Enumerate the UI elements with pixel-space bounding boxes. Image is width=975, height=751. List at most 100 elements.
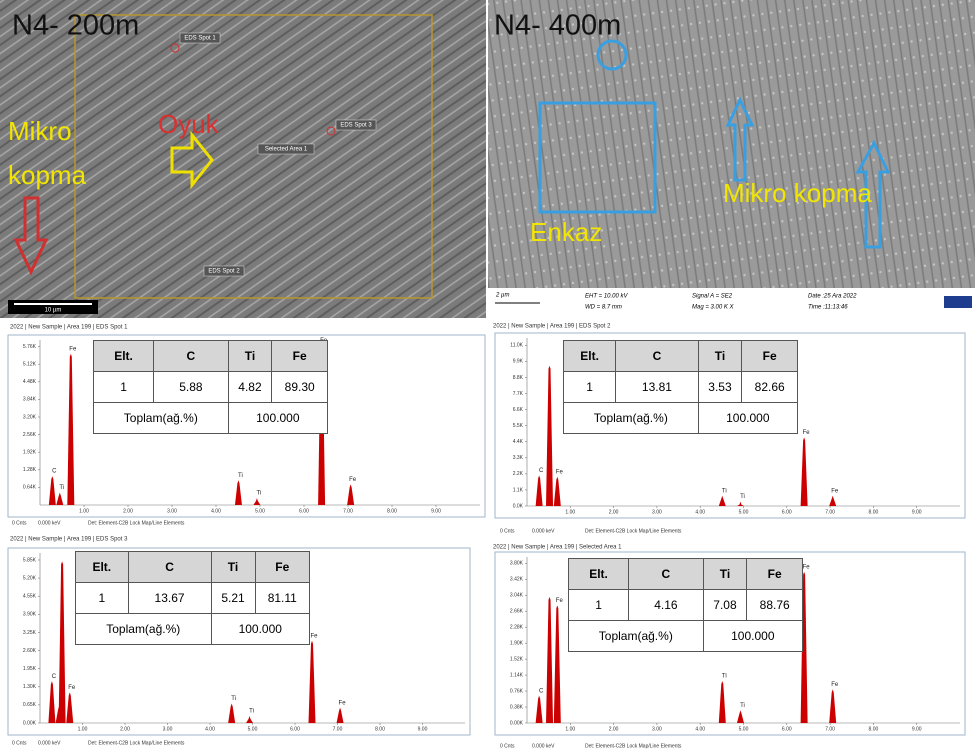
panel-header: 2022 | New Sample | Area 199 | EDS Spot …: [493, 324, 611, 330]
peak: [546, 365, 554, 506]
y-tick-label: 4.4K: [513, 439, 524, 445]
table-header-cell: C: [127, 551, 212, 583]
y-tick-label: 0.00K: [23, 720, 37, 726]
peak: [829, 689, 837, 723]
y-tick-label: 0.38K: [510, 704, 524, 710]
annotation: Oyuk: [158, 109, 220, 139]
y-tick-label: 9.9K: [513, 359, 524, 365]
x-tick-label: 4.00: [205, 726, 215, 732]
x-tick-label: 8.00: [869, 509, 879, 515]
y-tick-label: 3.80K: [510, 561, 524, 567]
image-label: N4- 400m: [494, 10, 621, 42]
logo: [944, 296, 972, 308]
table-cell: 5.88: [153, 371, 229, 403]
peak-label: Ti: [722, 488, 727, 494]
panel-header: 2022 | New Sample | Area 199 | Selected …: [493, 545, 622, 551]
table-header-cell: Fe: [746, 558, 803, 590]
table-cell: 13.67: [127, 582, 212, 614]
y-tick-label: 1.28K: [23, 467, 37, 473]
peak: [553, 605, 561, 723]
peak-label: Fe: [556, 598, 564, 604]
spot-box: [257, 143, 315, 155]
table-row: 1 5.88 4.82 89.30: [92, 371, 328, 403]
peak: [800, 571, 808, 723]
peak: [67, 353, 75, 505]
y-tick-label: 0.76K: [510, 688, 524, 694]
scale-label: 2 µm: [495, 293, 509, 299]
peak-label: C: [539, 688, 544, 694]
peak: [535, 475, 543, 506]
x-tick-label: 5.00: [739, 509, 749, 515]
table-cell: 82.66: [741, 371, 798, 403]
y-tick-label: 1.14K: [510, 672, 524, 678]
y-tick-label: 4.55K: [23, 594, 37, 600]
table-total-label: Toplam(ağ.%): [563, 402, 699, 434]
peak-label: Ti: [249, 709, 254, 715]
spot-box: [203, 265, 245, 277]
table-total-row: Toplam(ağ.%) 100.000: [75, 613, 311, 645]
y-tick-label: 4.48K: [23, 379, 37, 385]
x-tick-label: 1.00: [79, 508, 89, 514]
peak: [553, 476, 561, 506]
table-header-row: Elt. C Ti Fe: [562, 340, 798, 372]
sem-image: [488, 0, 975, 288]
x-tick-label: 7.00: [825, 509, 835, 515]
footer-text: 0.000 keV: [532, 528, 555, 534]
peak-label: Fe: [831, 488, 839, 494]
peak: [718, 495, 726, 506]
x-tick-label: 3.00: [652, 726, 662, 732]
info: Time :11:13:46: [808, 305, 848, 311]
table-header-cell: C: [615, 340, 699, 372]
y-tick-label: 1.90K: [510, 640, 524, 646]
table-header-row: Elt. C Ti Fe: [92, 340, 328, 372]
peak: [66, 692, 74, 723]
peak-label: C: [52, 674, 57, 680]
x-tick-label: 3.00: [163, 726, 173, 732]
peak-label: Fe: [803, 430, 811, 436]
marker-circle: [596, 39, 628, 71]
peak: [58, 561, 66, 723]
x-tick-label: 6.00: [782, 509, 792, 515]
x-tick-label: 9.00: [431, 508, 441, 514]
x-tick-label: 8.00: [387, 508, 397, 514]
y-tick-label: 1.95K: [23, 666, 37, 672]
footer-text: 0 Cnts: [500, 528, 515, 534]
table-row: 1 13.67 5.21 81.11: [75, 582, 311, 614]
annotation: Mikro: [8, 116, 72, 146]
table-header-cell: Fe: [254, 551, 311, 583]
y-tick-label: 0.0K: [513, 503, 524, 509]
peak: [546, 596, 554, 723]
y-tick-label: 2.28K: [510, 625, 524, 631]
x-tick-label: 9.00: [418, 726, 428, 732]
peak: [829, 495, 837, 506]
table-total-label: Toplam(ağ.%): [568, 620, 704, 652]
footer-text: 0 Cnts: [12, 740, 27, 746]
annotation: kopma: [8, 160, 87, 190]
spot-label: EDS Spot 3: [340, 123, 372, 129]
table-header-cell: Elt.: [562, 340, 617, 372]
y-tick-label: 5.85K: [23, 557, 37, 563]
result-table: Elt. C Ti Fe 1 5.88 4.82 89.30 Toplam(ağ.%) 100.0…: [92, 340, 329, 434]
result-table: Elt. C Ti Fe 1 4.16 7.08 88.76 Toplam(ağ.%) 100.0…: [567, 558, 804, 652]
peak-label: Fe: [69, 346, 77, 352]
y-tick-label: 8.8K: [513, 375, 524, 381]
peak: [535, 695, 543, 723]
table-cell: 1: [92, 371, 155, 403]
x-tick-label: 1.00: [565, 509, 575, 515]
peak: [56, 492, 64, 505]
y-tick-label: 1.1K: [513, 487, 524, 493]
x-tick-label: 2.00: [609, 509, 619, 515]
arrow: [725, 96, 755, 182]
peak-label: Ti: [238, 473, 243, 479]
marker-box: [538, 101, 657, 214]
table-row: 1 4.16 7.08 88.76: [567, 589, 803, 621]
x-tick-label: 8.00: [375, 726, 385, 732]
y-tick-label: 1.92K: [23, 450, 37, 456]
table-header-cell: Ti: [697, 340, 743, 372]
y-tick-label: 2.66K: [510, 609, 524, 615]
table-header-cell: Ti: [227, 340, 273, 372]
peak: [308, 640, 316, 723]
annotation: Enkaz: [530, 217, 602, 247]
y-tick-label: 5.12K: [23, 362, 37, 368]
footer-text: Det: Element-C2B Lock Map/Line Elements: [88, 740, 185, 746]
